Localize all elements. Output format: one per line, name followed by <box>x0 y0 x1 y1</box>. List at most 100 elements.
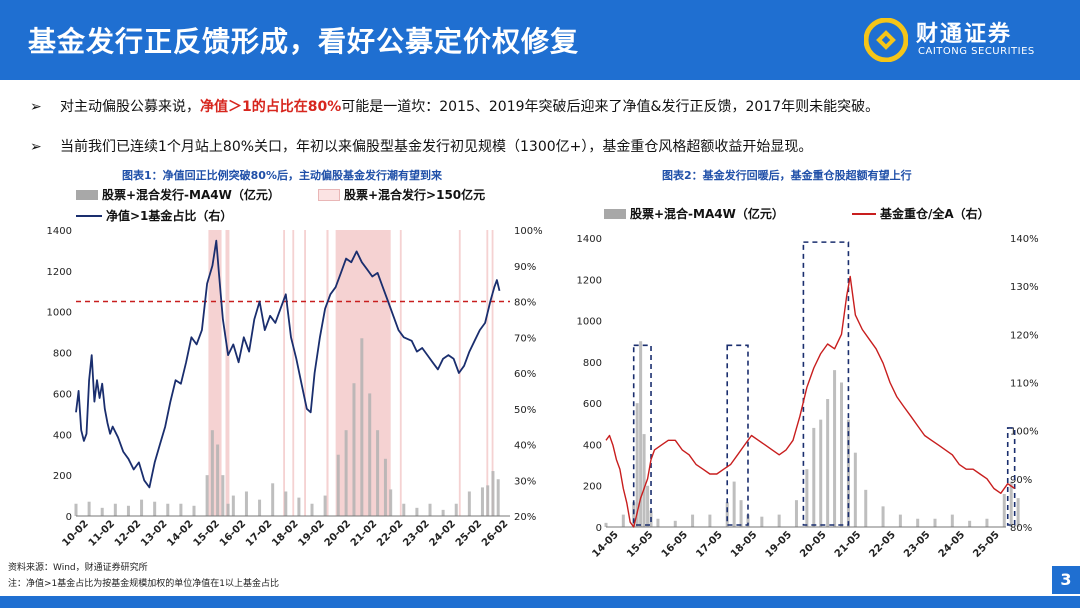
x-tick-label: 16-02 <box>218 518 248 548</box>
logo-text-en: CAITONG SECURITIES <box>918 46 1035 57</box>
bar <box>402 503 406 516</box>
bar <box>632 502 636 527</box>
x-tick-label: 22-05 <box>868 529 898 559</box>
x-tick-label: 25-02 <box>454 518 484 548</box>
x-tick-label: 22-02 <box>375 518 405 548</box>
x-tick-label: 20-05 <box>798 529 828 559</box>
bar <box>454 503 458 516</box>
bar <box>1009 481 1013 527</box>
y-right-tick-label: 50% <box>514 405 536 416</box>
bar <box>496 479 500 516</box>
chart1-plot: 0 200 400 600 800 1000 1200 1400 20% 30% 40% 50% 60%… <box>47 226 543 549</box>
y-right-tick-label: 90% <box>514 262 536 273</box>
x-tick-label: 16-05 <box>660 529 690 559</box>
y-left-tick-label: 400 <box>583 440 602 451</box>
chart2-legend-line: 基金重仓/全A（右） <box>852 205 990 222</box>
bar <box>1002 493 1006 527</box>
bar <box>642 434 646 527</box>
x-tick-label: 15-05 <box>625 529 655 559</box>
bar <box>746 514 750 527</box>
x-tick-label: 23-05 <box>902 529 932 559</box>
x-tick-label: 19-05 <box>764 529 794 559</box>
y-right-tick-label: 60% <box>514 369 536 380</box>
bar <box>100 507 104 516</box>
bar <box>656 518 660 527</box>
bullet-2-text: 当前我们已连续1个月站上80%关口，年初以来偏股型基金发行初见规模（1300亿+… <box>60 139 813 155</box>
bar <box>604 522 608 527</box>
bar <box>739 500 743 527</box>
chart2-plot: 0 200 400 600 800 1000 1200 1400 80% 90% 100% 110% 1… <box>577 234 1039 560</box>
legend-shade-label: 股票+混合发行>150亿元 <box>344 188 486 202</box>
x-tick-label: 18-05 <box>729 529 759 559</box>
y-left-tick-label: 800 <box>53 349 72 360</box>
bar <box>126 505 130 516</box>
y-left-tick-label: 800 <box>583 358 602 369</box>
y-right-tick-label: 100% <box>1010 427 1039 438</box>
bar <box>87 501 91 516</box>
logo-text-cn: 财通证券 <box>916 22 1013 47</box>
y-left-tick-label: 0 <box>66 512 72 523</box>
legend-bar-swatch <box>76 189 98 200</box>
bar <box>166 503 170 516</box>
chart2-title: 图表2：基金发行回暖后，基金重仓股超额有望上行 <box>662 169 912 182</box>
line-series <box>605 275 1016 528</box>
legend-bar-label: 股票+混合发行-MA4W（亿元） <box>102 188 280 202</box>
bar <box>819 419 823 527</box>
bar <box>1016 498 1020 527</box>
legend-line-label: 基金重仓/全A（右） <box>880 207 990 221</box>
shaded-period <box>225 230 230 516</box>
y-left-tick-label: 200 <box>53 471 72 482</box>
y-left-tick-label: 0 <box>596 523 602 534</box>
bar <box>673 520 677 527</box>
bar <box>192 505 196 516</box>
bar <box>950 514 954 527</box>
x-tick-label: 13-02 <box>139 518 169 548</box>
bar <box>794 500 798 527</box>
y-right-tick-label: 40% <box>514 441 536 452</box>
bullet-1-highlight: 净值＞1的占比在80% <box>200 99 342 115</box>
bar <box>725 502 729 527</box>
shaded-period <box>486 230 489 516</box>
bullet-2: ➢ 当前我们已连续1个月站上80%关口，年初以来偏股型基金发行初见规模（1300亿… <box>30 136 812 156</box>
bar <box>467 491 471 516</box>
y-right-tick-label: 140% <box>1010 234 1039 245</box>
y-left-tick-label: 1400 <box>577 234 602 245</box>
bullet-1-post: 可能是一道坎：2015、2019年突破后迎来了净值&发行正反馈，2017年则未能… <box>341 99 880 115</box>
header-bar: 基金发行正反馈形成，看好公募定价权修复 财通证券 CAITONG SECURIT… <box>0 0 1080 80</box>
y-left-tick-label: 1000 <box>47 308 72 319</box>
x-tick-label: 15-02 <box>192 518 222 548</box>
bar <box>833 370 837 527</box>
x-tick-label: 25-05 <box>971 529 1001 559</box>
chart1-legend-shade: 股票+混合发行>150亿元 <box>318 186 485 203</box>
bar <box>389 489 393 516</box>
bar <box>691 514 695 527</box>
bar <box>140 499 144 516</box>
bullet-arrow-icon: ➢ <box>30 99 42 115</box>
legend-line-swatch <box>852 212 876 215</box>
bar <box>635 403 639 527</box>
bar <box>621 514 625 527</box>
bar <box>231 495 235 516</box>
y-right-tick-label: 20% <box>514 512 536 523</box>
bar <box>639 341 643 527</box>
bar <box>491 471 495 516</box>
caitong-logo-icon <box>864 18 908 62</box>
x-tick-label: 19-02 <box>296 518 326 548</box>
bullet-1: ➢ 对主动偏股公募来说，净值＞1的占比在80%可能是一道坎：2015、2019年突… <box>30 96 879 116</box>
y-left-tick-label: 400 <box>53 430 72 441</box>
bar <box>352 383 356 516</box>
y-left-tick-label: 1000 <box>577 317 602 328</box>
bar <box>985 518 989 527</box>
y-left-tick-label: 1400 <box>47 226 72 237</box>
bar <box>113 503 117 516</box>
y-right-tick-label: 130% <box>1010 282 1039 293</box>
y-left-tick-label: 1200 <box>577 275 602 286</box>
x-tick-label: 24-02 <box>428 518 458 548</box>
chart1-legend-line: 净值>1基金占比（右） <box>76 207 232 224</box>
y-right-tick-label: 80% <box>1010 523 1032 534</box>
bar <box>383 458 387 516</box>
bar <box>428 503 432 516</box>
bar <box>839 382 843 527</box>
y-right-tick-label: 120% <box>1010 330 1039 341</box>
bar <box>344 430 348 516</box>
